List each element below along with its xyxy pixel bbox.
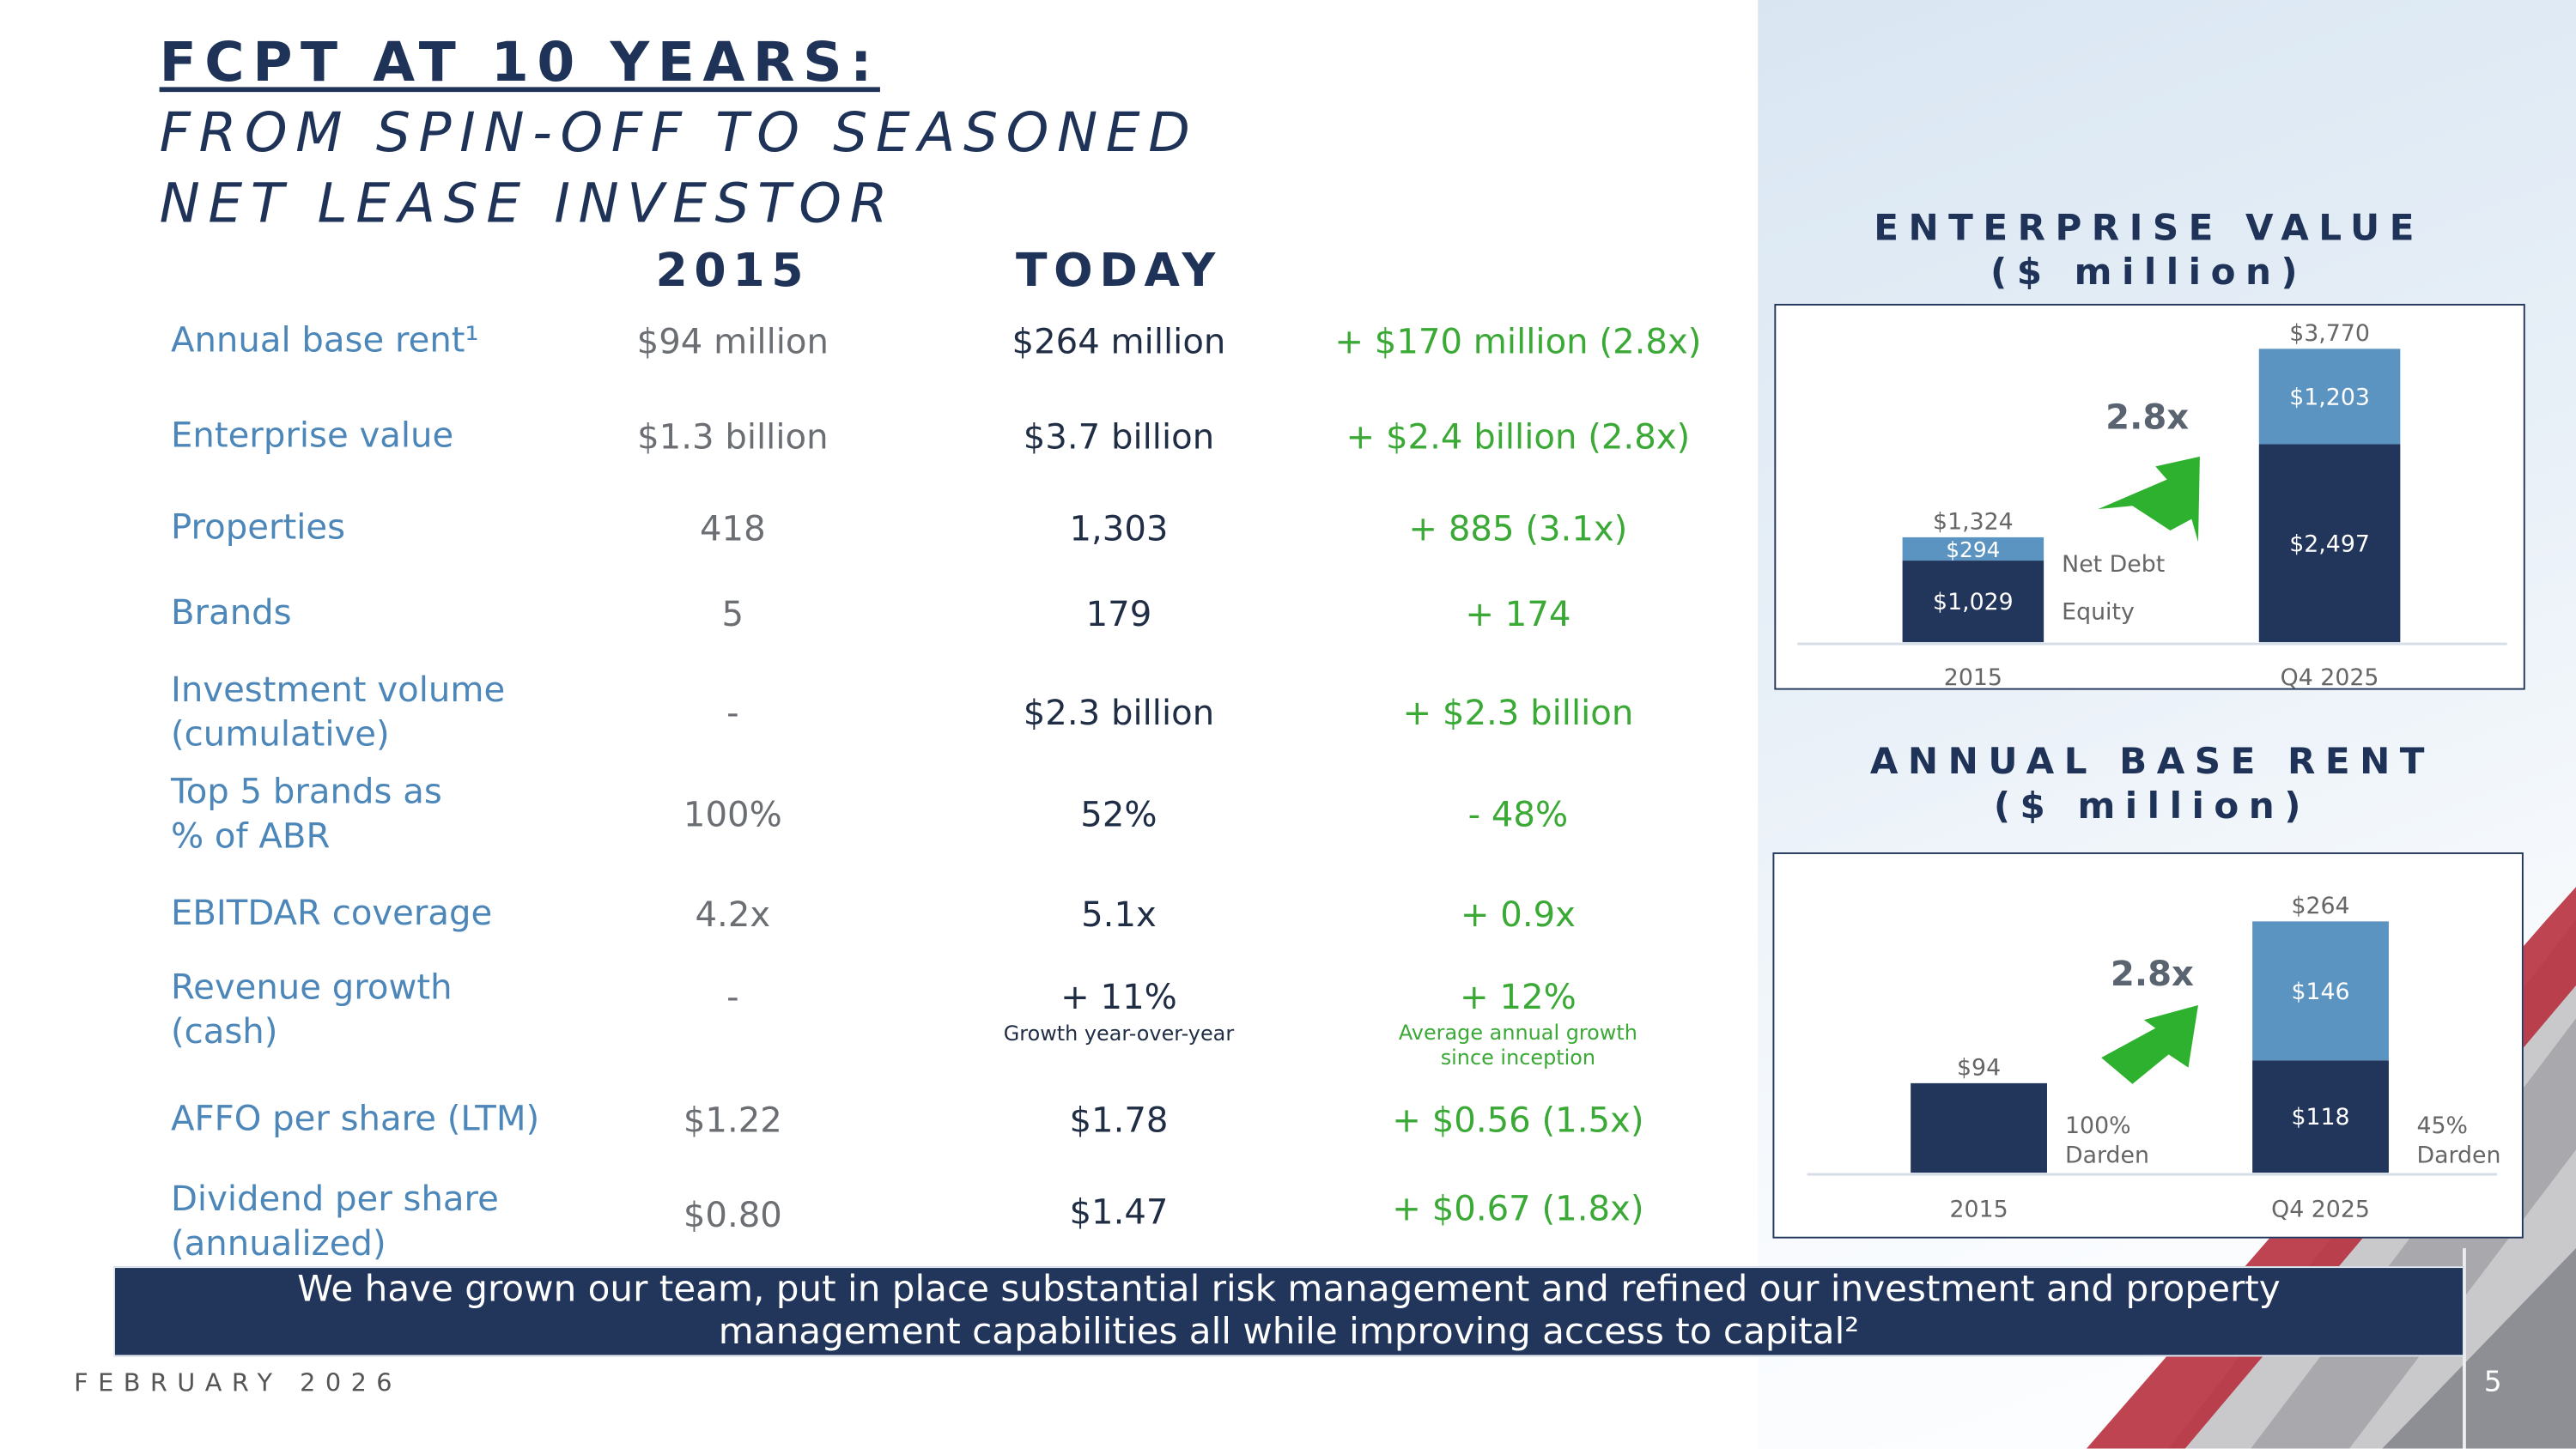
value-2015: 4.2x [695,894,771,935]
total-label: $3,770 [2289,320,2370,347]
bar-segment-other [2252,921,2389,1061]
value-change: + $2.4 billion (2.8x) [1346,416,1691,457]
value-today: 179 [1085,594,1152,634]
segment-label: $1,203 [2289,384,2370,410]
value-today: 1,303 [1069,509,1169,549]
value-today: 5.1x [1081,894,1157,935]
category-label: 2015 [1944,664,2002,690]
value-today: $3.7 billion [1023,416,1215,457]
total-label: $264 [2291,893,2349,919]
growth-arrow-icon [2098,456,2200,543]
category-label: Q4 2025 [2281,664,2379,690]
row-label: Top 5 brands as % of ABR [170,772,442,856]
row-label: Properties [170,507,346,548]
value-2015: - [726,977,739,1017]
value-today: $2.3 billion [1023,693,1215,733]
category-label: 2015 [1950,1197,2008,1223]
growth-multiple-label: 2.8x [2111,955,2194,994]
abr-title: ANNUAL BASE RENT [1869,742,2435,784]
bar-segment-equity [1902,561,2044,643]
row-label: Enterprise value [170,415,454,455]
value-2015: $0.80 [683,1195,782,1235]
page-number: 5 [2483,1366,2502,1400]
darden-share-percent: 45% [2416,1113,2468,1139]
value-today: + 11% [1060,977,1177,1017]
bar-segment-darden [1911,1082,2047,1173]
banner-line-1: We have grown our team, put in place sub… [297,1269,2281,1311]
value-change: + 174 [1465,594,1571,634]
value-change: - 48% [1467,795,1569,834]
ev-chart-title: ENTERPRISE VALUE ($ million) [1820,207,2477,295]
value-today: $1.47 [1069,1192,1169,1232]
title-line-1: FCPT AT 10 YEARS: [159,29,880,94]
darden-share-percent: 100% [2065,1113,2131,1139]
abr-chart-title: ANNUAL BASE RENT ($ million) [1824,741,2481,829]
value-today: $1.78 [1069,1100,1169,1140]
bar-segment-darden [2252,1060,2389,1173]
row-label: Revenue growth (cash) [170,967,453,1052]
segment-label: $294 [1946,537,2000,562]
growth-arrow-icon [2101,1004,2198,1084]
row-label: Brands [170,592,292,633]
row-label: Investment volume (cumulative) [170,670,506,755]
value-2015: 100% [683,795,782,834]
row-label: EBITDAR coverage [170,893,493,933]
footer-date: FEBRUARY 2026 [74,1367,403,1398]
legend-net-debt: Net Debt [2062,551,2165,578]
annual-base-rent-chart: $94 2015 $118 $146 $264 Q4 2025 2.8x 100% Darden… [1772,852,2524,1239]
value-2015: $1.22 [683,1100,782,1140]
bar-segment-equity [2258,444,2401,643]
total-label: $1,324 [1933,508,2014,535]
segment-label: $146 [2291,979,2349,1005]
value-2015: - [726,693,739,733]
today-note: Growth year-over-year [1003,1021,1235,1046]
enterprise-value-chart: $1,029 $294$1,324 2015 $2,497 $1,203 $3,770 Q4… [1774,303,2525,690]
segment-label: $2,497 [2289,530,2370,557]
column-header-today: TODAY [1015,243,1222,298]
value-change: + $0.67 (1.8x) [1392,1189,1644,1229]
banner-line-2: management capabilities all while improv… [718,1312,1860,1354]
darden-label: Darden [2065,1143,2149,1169]
value-today: $264 million [1012,322,1226,361]
title-line-2: FROM SPIN-OFF TO SEASONED [159,100,1199,165]
value-today: 52% [1080,795,1157,834]
value-change: + $2.3 billion [1402,693,1634,733]
growth-multiple-label: 2.8x [2105,397,2189,437]
ev-subtitle: ($ million) [1990,252,2308,294]
segment-label: $118 [2291,1104,2349,1131]
bar-segment-net-debt [1902,537,2044,561]
value-2015: 418 [699,509,766,549]
column-header-2015: 2015 [655,243,811,298]
row-label: Annual base rent¹ [170,320,479,361]
value-2015: $94 million [636,322,829,361]
category-label: Q4 2025 [2271,1197,2370,1223]
bar-segment-net-debt [2258,349,2401,445]
value-2015: $1.3 billion [637,416,829,457]
value-change: + 885 (3.1x) [1408,509,1628,549]
segment-label: $1,029 [1933,589,2014,615]
total-label: $94 [1957,1054,2001,1081]
change-note: Average annual growth since inception [1398,1020,1637,1070]
summary-banner: We have grown our team, put in place sub… [113,1266,2464,1357]
ev-title: ENTERPRISE VALUE [1874,208,2424,250]
value-change: + 12% [1460,977,1577,1017]
value-change: + $170 million (2.8x) [1334,322,1702,361]
abr-subtitle: ($ million) [1993,786,2311,828]
darden-label: Darden [2416,1143,2500,1169]
value-2015: 5 [721,594,744,634]
row-label: AFFO per share (LTM) [170,1098,540,1138]
value-change: + $0.56 (1.5x) [1392,1100,1644,1140]
title-line-3: NET LEASE INVESTOR [159,170,896,235]
row-label: Dividend per share (annualized) [170,1179,499,1264]
value-change: + 0.9x [1460,894,1576,935]
legend-equity: Equity [2062,598,2135,625]
